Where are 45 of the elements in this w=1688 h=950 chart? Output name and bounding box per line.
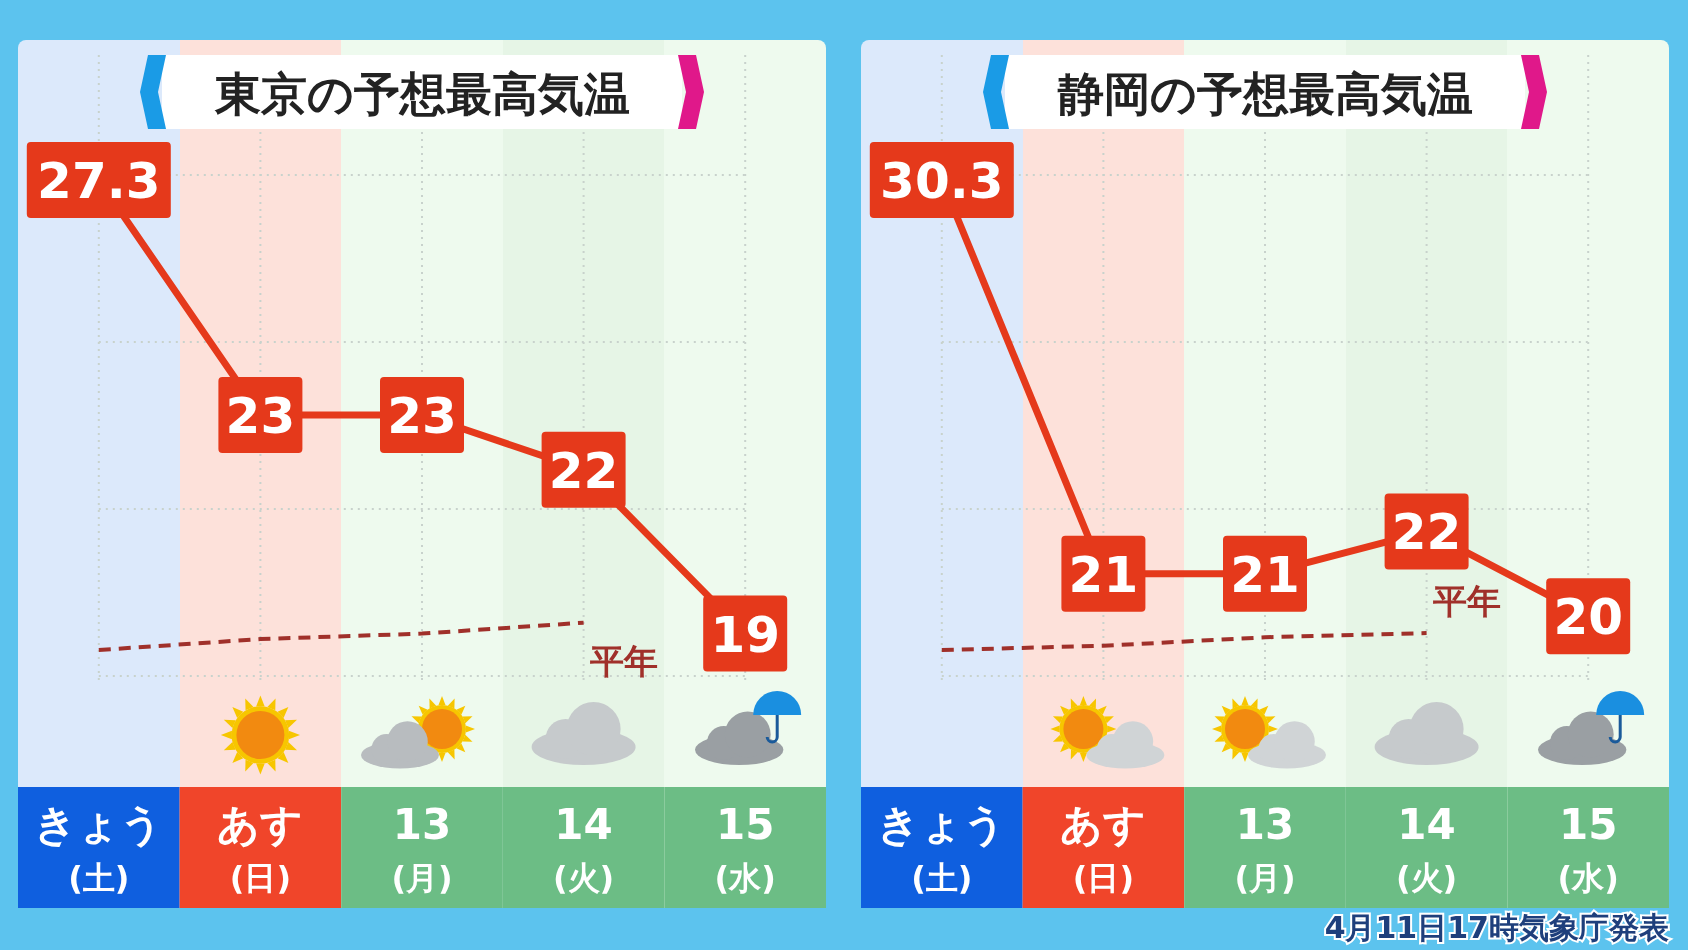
data-label: 30.3 <box>880 152 1004 210</box>
category: 13 <box>1235 800 1295 849</box>
mark: 21 <box>1223 535 1307 612</box>
category: (日) <box>229 859 291 897</box>
mark: 27.3 <box>26 142 171 218</box>
series-name: 平年 <box>1432 581 1501 622</box>
category: (日) <box>1072 859 1135 897</box>
category: 14 <box>1397 800 1456 849</box>
category: (土) <box>68 859 130 897</box>
category: (火) <box>1395 859 1458 897</box>
category: (水) <box>714 859 776 897</box>
category: (水) <box>1557 859 1619 897</box>
mark: 21 <box>1061 535 1146 612</box>
mark: 23 <box>380 377 464 453</box>
mark: 19 <box>703 595 788 672</box>
series-name: 平年 <box>589 640 658 681</box>
mark: 23 <box>218 377 303 453</box>
category: あす <box>1060 800 1147 849</box>
category: あす <box>217 800 304 849</box>
data-label: 19 <box>710 605 780 664</box>
category: (月) <box>391 859 453 897</box>
mark: 20 <box>1546 578 1631 655</box>
data-label: 27.3 <box>37 152 161 210</box>
category: きょう <box>34 800 164 849</box>
data-label: 22 <box>1391 503 1462 562</box>
mark: 22 <box>541 431 626 508</box>
text: 4月11日17時気象庁発表 <box>1324 910 1669 945</box>
mark: 30.3 <box>869 142 1014 218</box>
data-label: 20 <box>1553 588 1623 647</box>
data-label: 23 <box>225 387 296 445</box>
chart-title: 静岡の予想最高気温 <box>1056 67 1473 121</box>
data-label: 21 <box>1230 545 1300 604</box>
category: (土) <box>911 859 973 897</box>
category: 15 <box>715 800 775 849</box>
chart-title: 東京の予想最高気温 <box>213 67 630 121</box>
data-label: 21 <box>1068 545 1139 604</box>
data-label: 22 <box>548 441 619 500</box>
category: (火) <box>552 859 615 897</box>
mark: 22 <box>1384 493 1469 570</box>
data-label: 23 <box>387 387 457 445</box>
category: 14 <box>554 800 613 849</box>
category: 13 <box>392 800 452 849</box>
category: きょう <box>877 800 1007 849</box>
category: (月) <box>1234 859 1296 897</box>
category: 15 <box>1558 800 1618 849</box>
